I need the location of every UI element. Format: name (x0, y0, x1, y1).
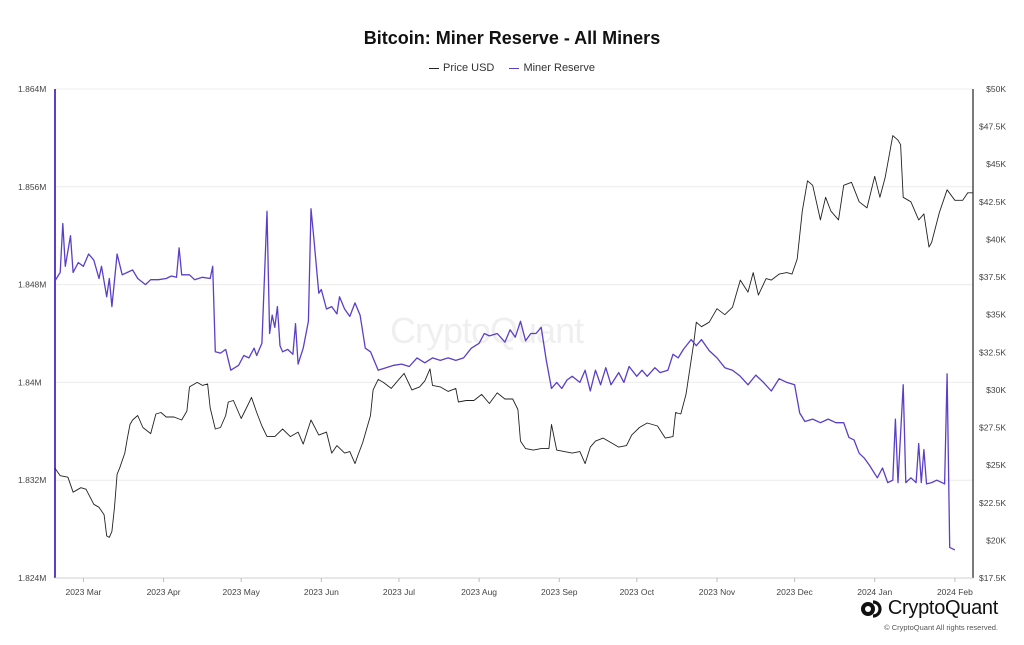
x-tick-label: 2023 Aug (461, 587, 497, 597)
y-right-tick-label: $27.5K (979, 423, 1006, 433)
series-line-price-usd (54, 135, 973, 538)
chart-title: Bitcoin: Miner Reserve - All Miners (363, 28, 661, 48)
y-left-tick-label: 1.84M (18, 377, 42, 387)
x-tick-label: 2023 May (223, 587, 261, 597)
x-tick-label: 2023 Jun (304, 587, 339, 597)
x-tick-label: 2023 Apr (147, 587, 181, 597)
cryptoquant-logo-icon (860, 599, 882, 618)
x-tick-label: 2023 Mar (65, 587, 101, 597)
y-left-tick-label: 1.832M (18, 475, 46, 485)
y-left-tick-label: 1.864M (18, 84, 46, 94)
y-left-tick-label: 1.856M (18, 182, 46, 192)
y-right-tick-label: $40K (986, 234, 1006, 244)
brand-name: CryptoQuant (887, 597, 998, 619)
legend-item-price[interactable]: Price USD (429, 62, 494, 74)
y-right-tick-label: $22.5K (979, 498, 1006, 508)
x-tick-label: 2023 Sep (541, 587, 578, 597)
legend-label-miner-reserve: Miner Reserve (523, 62, 595, 74)
x-tick-label: 2023 Nov (699, 587, 736, 597)
y-left-tick-label: 1.848M (18, 280, 46, 290)
x-tick-label: 2023 Jul (383, 587, 415, 597)
brand: CryptoQuant (860, 597, 998, 620)
y-right-tick-label: $47.5K (979, 122, 1006, 132)
copyright-text: © CryptoQuant All rights reserved. (884, 623, 998, 632)
y-right-tick-label: $25K (986, 460, 1006, 470)
y-right-tick-label: $35K (986, 310, 1006, 320)
legend-label-price: Price USD (443, 62, 495, 74)
x-tick-label: 2024 Feb (937, 587, 973, 597)
y-right-tick-label: $17.5K (979, 573, 1006, 583)
y-right-tick-label: $50K (986, 84, 1006, 94)
y-right-tick-label: $42.5K (979, 197, 1006, 207)
legend-item-miner-reserve[interactable]: Miner Reserve (509, 62, 595, 74)
y-right-tick-label: $30K (986, 385, 1006, 395)
x-tick-label: 2023 Oct (620, 587, 655, 597)
y-right-tick-label: $45K (986, 159, 1006, 169)
x-tick-label: 2024 Jan (857, 587, 892, 597)
legend-swatch-miner-reserve (509, 67, 520, 69)
y-right-tick-label: $37.5K (979, 272, 1006, 282)
series-line-miner-reserve (54, 208, 956, 551)
legend: Price USD Miner Reserve (0, 62, 1024, 74)
y-right-tick-label: $20K (986, 535, 1006, 545)
legend-swatch-price (429, 67, 440, 69)
y-right-tick-label: $32.5K (979, 347, 1006, 357)
y-left-tick-label: 1.824M (18, 573, 46, 583)
x-tick-label: 2023 Dec (776, 587, 813, 597)
